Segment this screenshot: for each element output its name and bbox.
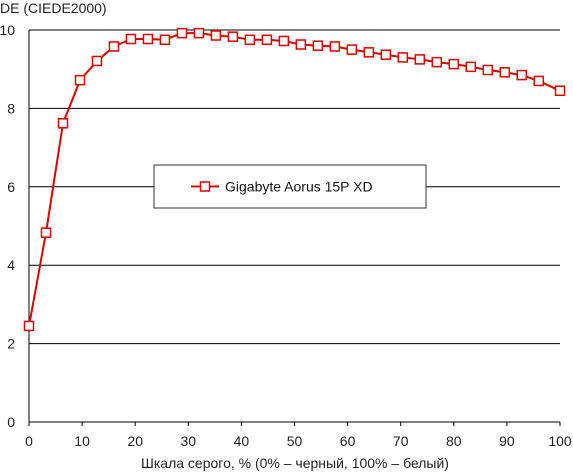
data-point-marker (363, 47, 375, 58)
data-point-marker (244, 34, 256, 46)
x-tick-label-60: 60 (340, 433, 356, 449)
data-point-marker (448, 58, 460, 70)
data-point-marker (380, 49, 392, 60)
data-point-marker (210, 30, 222, 41)
data-point-marker (176, 27, 188, 39)
x-tick-label-40: 40 (234, 433, 250, 449)
grid-lines (29, 29, 560, 423)
data-point-marker (431, 56, 443, 68)
y-tick-label-6: 6 (7, 179, 15, 195)
x-tick-label-30: 30 (181, 433, 197, 449)
data-point-marker (516, 69, 528, 81)
x-tick-label-20: 20 (127, 433, 143, 449)
data-point-marker (414, 54, 426, 65)
y-tick-label-2: 2 (7, 336, 15, 352)
data-point-marker (125, 33, 137, 45)
data-point-marker (312, 40, 324, 51)
data-point-marker (193, 27, 205, 39)
legend: Gigabyte Aorus 15P XD (153, 164, 427, 209)
data-point-marker (278, 35, 290, 47)
series-gigabyte-aorus-15p-xd (23, 27, 566, 332)
data-point-marker (261, 34, 273, 46)
x-tick-label-0: 0 (25, 433, 33, 449)
data-point-marker (295, 39, 307, 50)
data-point-marker (554, 85, 566, 97)
legend-series-label: Gigabyte Aorus 15P XD (225, 179, 373, 195)
data-point-marker (227, 31, 239, 42)
x-tick-label-10: 10 (74, 433, 90, 449)
x-tick-label-100: 100 (548, 433, 572, 449)
x-tick-label-50: 50 (287, 433, 303, 449)
data-point-marker (142, 33, 154, 45)
legend-marker-square (199, 181, 211, 192)
data-point-marker (108, 41, 120, 52)
y-axis-label: DE (CIEDE2000) (0, 0, 107, 16)
data-point-marker (397, 52, 409, 63)
y-tick-labels: 0 2 4 6 8 10 (0, 22, 15, 430)
data-point-marker (482, 64, 494, 76)
data-point-marker (159, 34, 171, 46)
data-point-marker (91, 55, 103, 67)
data-point-marker (533, 75, 545, 87)
axes (28, 30, 561, 426)
data-point-marker (40, 227, 52, 238)
y-tick-label-4: 4 (7, 257, 15, 273)
y-tick-label-10: 10 (0, 22, 15, 38)
data-point-marker (346, 44, 358, 55)
data-point-marker (23, 320, 35, 332)
x-tick-label-70: 70 (393, 433, 409, 449)
data-point-marker (499, 67, 511, 78)
data-point-marker (74, 74, 86, 86)
x-tick-labels: 0 10 20 30 40 50 60 70 80 90 100 (25, 433, 572, 449)
y-tick-label-0: 0 (7, 414, 15, 430)
data-point-marker (329, 41, 341, 52)
x-tick-label-80: 80 (446, 433, 462, 449)
x-axis-label: Шкала серого, % (0% – черный, 100% – бел… (141, 455, 449, 471)
x-tick-label-90: 90 (499, 433, 515, 449)
data-point-marker (57, 118, 69, 129)
data-point-marker (465, 61, 477, 73)
y-tick-label-8: 8 (7, 100, 15, 116)
